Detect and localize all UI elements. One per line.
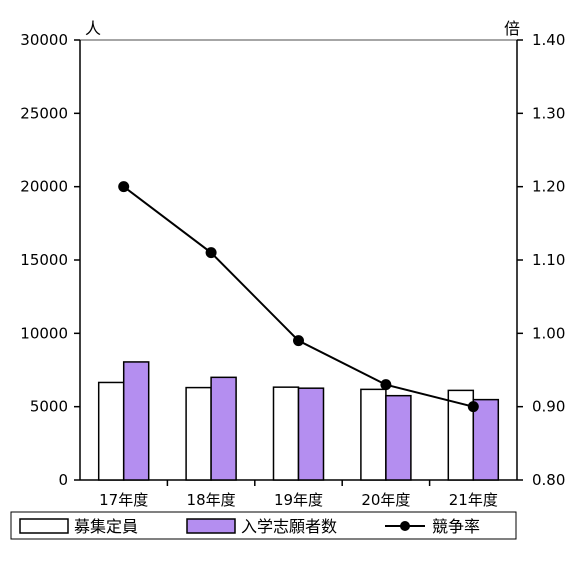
x-tick-label: 21年度 — [449, 491, 498, 509]
right-tick-label: 0.90 — [532, 398, 565, 416]
legend-label-teiin: 募集定員 — [74, 517, 138, 536]
left-tick-label: 20000 — [20, 178, 68, 196]
legend-frame — [10, 511, 517, 540]
right-tick-label: 1.30 — [532, 104, 565, 122]
left-axis-unit: 人 — [85, 19, 101, 38]
x-tick-label: 20年度 — [361, 491, 410, 509]
right-axis: 0.80 0.90 1.00 1.10 1.20 1.30 1.40 — [516, 31, 565, 489]
legend-swatch-teiin — [19, 518, 69, 534]
right-tick-label: 1.10 — [532, 251, 565, 269]
x-tick-label: 17年度 — [99, 491, 148, 509]
bar-teiin — [185, 386, 212, 481]
x-axis-labels: 17年度 18年度 19年度 20年度 21年度 — [99, 480, 498, 509]
kyoso-point — [380, 379, 392, 391]
bar-shigan — [472, 398, 500, 481]
x-tick-label: 19年度 — [274, 491, 323, 509]
right-axis-unit: 倍 — [504, 19, 520, 38]
x-tick-label: 18年度 — [187, 491, 236, 509]
bar-teiin — [97, 381, 125, 481]
kyoso-point — [293, 335, 304, 347]
left-tick-label: 30000 — [20, 31, 68, 49]
kyoso-line — [123, 185, 474, 408]
bar-teiin — [272, 386, 300, 481]
right-tick-label: 1.20 — [532, 178, 565, 196]
bar-shigan — [297, 387, 325, 481]
bar-shigan — [210, 376, 237, 481]
bars — [97, 361, 500, 481]
legend-marker-kyoso — [400, 521, 410, 531]
bar-shigan — [385, 394, 412, 481]
kyoso-point — [205, 247, 217, 259]
bar-shigan — [122, 361, 150, 481]
left-tick-label: 15000 — [20, 251, 68, 269]
left-tick-label: 0 — [58, 471, 68, 489]
legend-label-kyoso: 競争率 — [432, 517, 480, 536]
bar-teiin — [360, 388, 387, 481]
left-tick-label: 10000 — [20, 324, 68, 342]
right-tick-label: 1.40 — [532, 31, 565, 49]
left-tick-label: 5000 — [30, 398, 68, 416]
line-series — [118, 181, 479, 413]
legend: 募集定員 入学志願者数 競争率 — [10, 511, 517, 540]
right-tick-label: 1.00 — [532, 324, 565, 342]
right-tick-label: 0.80 — [532, 471, 565, 489]
legend-swatch-shigan — [186, 518, 236, 534]
kyoso-point — [118, 181, 130, 193]
kyoso-point — [467, 401, 479, 413]
left-axis: 0 5000 10000 15000 20000 25000 30000 — [20, 31, 81, 489]
legend-label-shigan: 入学志願者数 — [241, 517, 337, 536]
left-tick-label: 25000 — [20, 104, 68, 122]
